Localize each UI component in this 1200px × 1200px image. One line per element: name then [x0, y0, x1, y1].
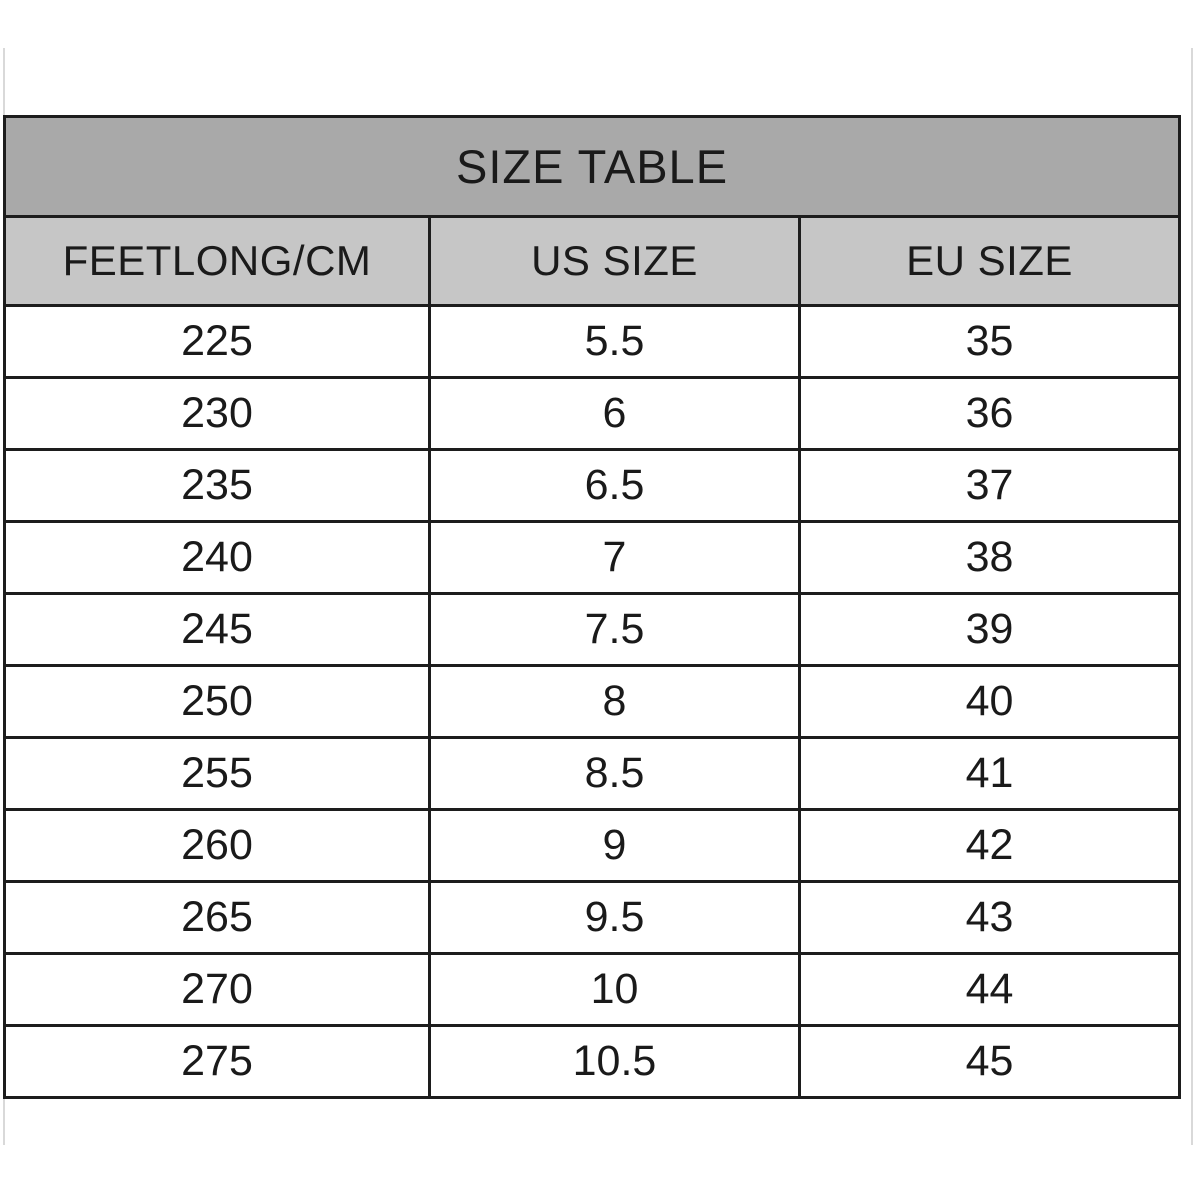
- cell-us-size: 10.5: [428, 1024, 801, 1099]
- cell-eu-size: 43: [797, 880, 1182, 955]
- cell-eu-size: 35: [797, 304, 1182, 379]
- cell-feetlong-cm: 230: [3, 376, 431, 451]
- table-header-row: FEETLONG/CM US SIZE EU SIZE: [3, 215, 1182, 307]
- cell-eu-size: 37: [797, 448, 1182, 523]
- table-row: 240 7 38: [3, 520, 1182, 595]
- cell-feetlong-cm: 250: [3, 664, 431, 739]
- cell-feetlong-cm: 245: [3, 592, 431, 667]
- table-row: 270 10 44: [3, 952, 1182, 1027]
- cell-feetlong-cm: 255: [3, 736, 431, 811]
- cell-eu-size: 45: [797, 1024, 1182, 1099]
- cell-us-size: 6: [428, 376, 801, 451]
- cell-us-size: 10: [428, 952, 801, 1027]
- table-row: 260 9 42: [3, 808, 1182, 883]
- cell-us-size: 8.5: [428, 736, 801, 811]
- cell-us-size: 9.5: [428, 880, 801, 955]
- table-row: 230 6 36: [3, 376, 1182, 451]
- table-title: SIZE TABLE: [2, 115, 1182, 218]
- cell-feetlong-cm: 235: [3, 448, 431, 523]
- cell-feetlong-cm: 265: [3, 880, 431, 955]
- cell-feetlong-cm: 240: [3, 520, 431, 595]
- size-table: SIZE TABLE FEETLONG/CM US SIZE EU SIZE 2…: [2, 115, 1182, 1099]
- cell-eu-size: 41: [797, 736, 1182, 811]
- cell-us-size: 8: [428, 664, 801, 739]
- table-row: 235 6.5 37: [3, 448, 1182, 523]
- table-row: 250 8 40: [3, 664, 1182, 739]
- table-row: 225 5.5 35: [3, 304, 1182, 379]
- cell-eu-size: 42: [797, 808, 1182, 883]
- cell-us-size: 7: [428, 520, 801, 595]
- cell-feetlong-cm: 275: [3, 1024, 431, 1099]
- cell-eu-size: 44: [797, 952, 1182, 1027]
- cell-eu-size: 36: [797, 376, 1182, 451]
- table-row: 275 10.5 45: [3, 1024, 1182, 1099]
- table-row: 245 7.5 39: [3, 592, 1182, 667]
- table-row: 265 9.5 43: [3, 880, 1182, 955]
- cell-eu-size: 38: [797, 520, 1182, 595]
- cell-eu-size: 40: [797, 664, 1182, 739]
- cell-feetlong-cm: 225: [3, 304, 431, 379]
- cell-feetlong-cm: 260: [3, 808, 431, 883]
- table-title-row: SIZE TABLE: [2, 115, 1182, 218]
- cell-us-size: 7.5: [428, 592, 801, 667]
- cell-us-size: 5.5: [428, 304, 801, 379]
- cell-eu-size: 39: [797, 592, 1182, 667]
- cell-feetlong-cm: 270: [3, 952, 431, 1027]
- cell-us-size: 6.5: [428, 448, 801, 523]
- column-header-us-size: US SIZE: [428, 215, 801, 307]
- column-header-feetlong-cm: FEETLONG/CM: [3, 215, 431, 307]
- cell-us-size: 9: [428, 808, 801, 883]
- column-header-eu-size: EU SIZE: [797, 215, 1182, 307]
- table-row: 255 8.5 41: [3, 736, 1182, 811]
